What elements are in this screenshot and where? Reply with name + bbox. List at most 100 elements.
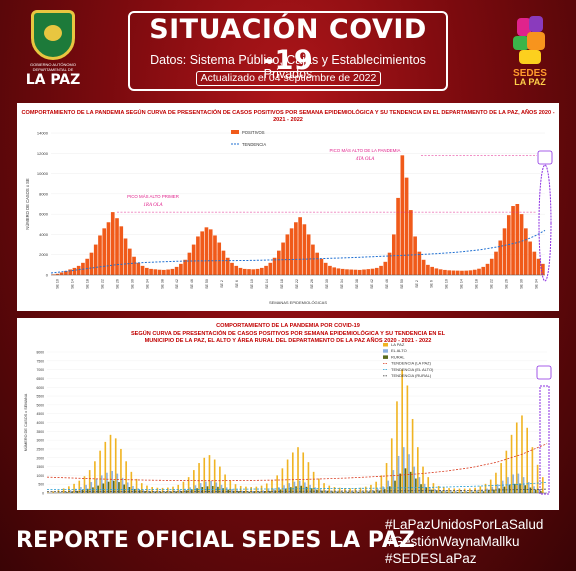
bar-elalto (423, 483, 426, 493)
bar-elalto (429, 487, 431, 493)
bar-lapaz (510, 434, 513, 493)
bar-rural (435, 490, 438, 493)
bar-lapaz (437, 485, 440, 493)
bar-positivos (68, 269, 72, 275)
bar-positivos (515, 204, 520, 275)
legend-swatch (383, 355, 388, 359)
bar-lapaz (515, 422, 518, 493)
bar-rural (76, 490, 79, 493)
x-tick-label: SE 14 (70, 279, 74, 289)
bar-lapaz (354, 488, 357, 493)
bar-elalto (199, 483, 202, 493)
bar-lapaz (370, 484, 372, 493)
bar-rural (534, 489, 537, 493)
bar-rural (165, 491, 167, 493)
bar-positivos (51, 274, 55, 275)
legend-swatch-positivos (231, 130, 239, 134)
annotation-text: PICO MÁS ALTO PRIMER (127, 194, 179, 199)
x-tick-label: SE 30 (520, 279, 524, 289)
bar-elalto (387, 480, 389, 493)
x-tick-label: SE 30 (325, 279, 329, 289)
y-tick-label: 5000 (36, 403, 44, 407)
bar-rural (352, 491, 355, 493)
bar-rural (170, 491, 172, 493)
x-tick-label: SE 14 (265, 279, 269, 289)
bar-elalto (168, 490, 171, 493)
bar-rural (409, 471, 412, 493)
bar-rural (362, 491, 365, 493)
shield-icon (31, 10, 75, 60)
bar-lapaz (250, 487, 252, 493)
x-tick-label: SE 10 (250, 279, 254, 289)
bar-lapaz (416, 447, 419, 493)
bar-lapaz (135, 478, 138, 493)
x-tick-label: SE 18 (280, 279, 284, 289)
bar-elalto (272, 488, 275, 493)
bar-lapaz (276, 475, 278, 493)
y-tick-label: 4000 (36, 421, 44, 425)
x-axis-label: SEMANAS EPIDEMIOLÓGICAS (269, 300, 327, 305)
bar-elalto (262, 490, 264, 493)
bar-lapaz (484, 483, 487, 493)
bar-lapaz (99, 450, 101, 493)
x-tick-label: SE 34 (535, 279, 539, 289)
bar-lapaz (213, 459, 216, 493)
bar-elalto (246, 490, 249, 493)
bar-lapaz (489, 479, 492, 493)
x-tick-label: SE 34 (340, 279, 344, 289)
bar-elalto (496, 484, 499, 493)
x-tick-label: SE 26 (310, 279, 314, 289)
bar-positivos (413, 236, 417, 275)
bar-positivos (434, 268, 439, 275)
bar-positivos (289, 228, 294, 275)
bar-positivos (144, 267, 149, 275)
bar-lapaz (47, 492, 49, 493)
bar-lapaz (73, 483, 75, 493)
bar-rural (524, 485, 527, 493)
sedes-logo: SEDES LA PAZ (500, 14, 560, 98)
bar-lapaz (182, 481, 185, 493)
bar-rural (123, 484, 125, 493)
bar-rural (326, 491, 329, 493)
y-axis-label: NÚMERO DE CASOS x SEMANA (23, 393, 28, 451)
bar-positivos (345, 269, 349, 275)
bar-rural (128, 487, 131, 493)
bar-rural (237, 491, 240, 493)
bar-lapaz (390, 438, 393, 493)
bar-lapaz (83, 476, 86, 493)
bar-rural (196, 488, 198, 493)
bar-elalto (444, 490, 447, 493)
y-tick-label: 1500 (36, 465, 44, 469)
legend-swatch (383, 343, 388, 347)
bar-elalto (74, 488, 77, 493)
bar-elalto (189, 487, 192, 493)
y-tick-label: 14000 (37, 131, 49, 136)
y-tick-label: 6000 (39, 212, 49, 217)
bar-positivos (340, 268, 345, 275)
legend-label: TENDENCIA (RURAL) (391, 373, 432, 378)
legend-label: TENDENCIA (LA PAZ) (391, 361, 432, 366)
bar-elalto (210, 481, 212, 493)
bar-elalto (470, 490, 473, 493)
bar-positivos (524, 228, 528, 275)
bar-rural (347, 491, 349, 493)
chart1-title: COMPORTAMIENTO DE LA PANDEMIA SEGÚN CURV… (21, 110, 555, 123)
chart2-title: COMPORTAMIENTO DE LA PANDEMIA POR COVID-… (216, 323, 360, 329)
bar-positivos (98, 235, 102, 275)
bar-positivos (430, 266, 434, 275)
bar-lapaz (125, 461, 127, 493)
bar-rural (336, 491, 339, 493)
bar-lapaz (479, 486, 482, 493)
bar-elalto (345, 491, 348, 493)
bar-elalto (59, 491, 61, 493)
bar-positivos (106, 222, 111, 275)
bar-lapaz (375, 481, 377, 493)
bar-rural (253, 491, 256, 493)
bar-positivos (511, 206, 515, 275)
bar-positivos (221, 250, 226, 275)
y-tick-label: 12000 (37, 151, 49, 156)
bar-positivos (370, 268, 375, 275)
legend-label: TENDENCIA (242, 142, 266, 147)
bar-rural (508, 484, 511, 493)
x-tick-label: SE 22 (295, 279, 299, 289)
